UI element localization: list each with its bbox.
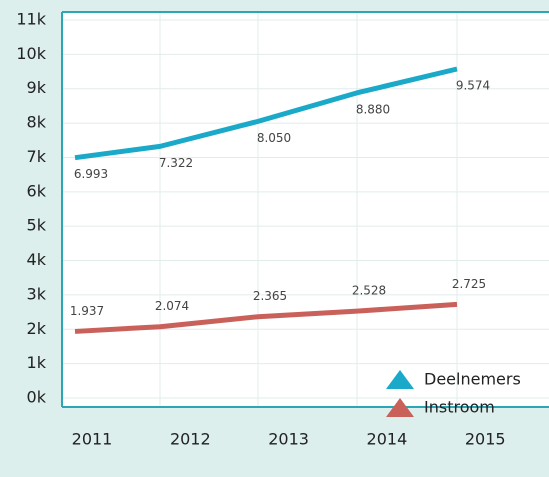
y-tick-label: 2k: [27, 319, 47, 338]
x-tick-label: 2014: [367, 430, 408, 449]
data-label: 7.322: [159, 156, 193, 170]
data-label: 2.725: [452, 277, 486, 291]
y-tick-label: 1k: [27, 353, 47, 372]
y-tick-label: 3k: [27, 284, 47, 303]
data-label: 6.993: [74, 167, 108, 181]
legend-marker: [386, 398, 414, 417]
data-label: 8.050: [257, 131, 291, 145]
data-label: 9.574: [456, 79, 490, 93]
data-label: 2.074: [155, 299, 189, 313]
y-tick-label: 4k: [27, 250, 47, 269]
x-tick-label: 2011: [72, 430, 113, 449]
legend-marker: [386, 370, 414, 389]
y-tick-label: 0k: [27, 388, 47, 407]
x-tick-label: 2012: [170, 430, 211, 449]
data-label: 1.937: [70, 304, 104, 318]
y-tick-label: 10k: [16, 44, 46, 63]
series-line: [74, 301, 458, 334]
y-tick-label: 9k: [27, 78, 47, 97]
x-tick-label: 2015: [465, 430, 506, 449]
plot-area: [62, 12, 549, 407]
series-line: [74, 66, 458, 161]
y-tick-label: 7k: [27, 147, 47, 166]
y-tick-label: 11k: [16, 10, 46, 29]
y-tick-label: 5k: [27, 216, 47, 235]
data-label: 2.528: [352, 284, 386, 298]
legend-label: Instroom: [424, 398, 495, 417]
data-label: 2.365: [253, 289, 287, 303]
x-tick-label: 2013: [268, 430, 309, 449]
y-tick-label: 6k: [27, 181, 47, 200]
legend-label: Deelnemers: [424, 370, 521, 389]
y-tick-label: 8k: [27, 113, 47, 132]
data-label: 8.880: [356, 102, 390, 116]
